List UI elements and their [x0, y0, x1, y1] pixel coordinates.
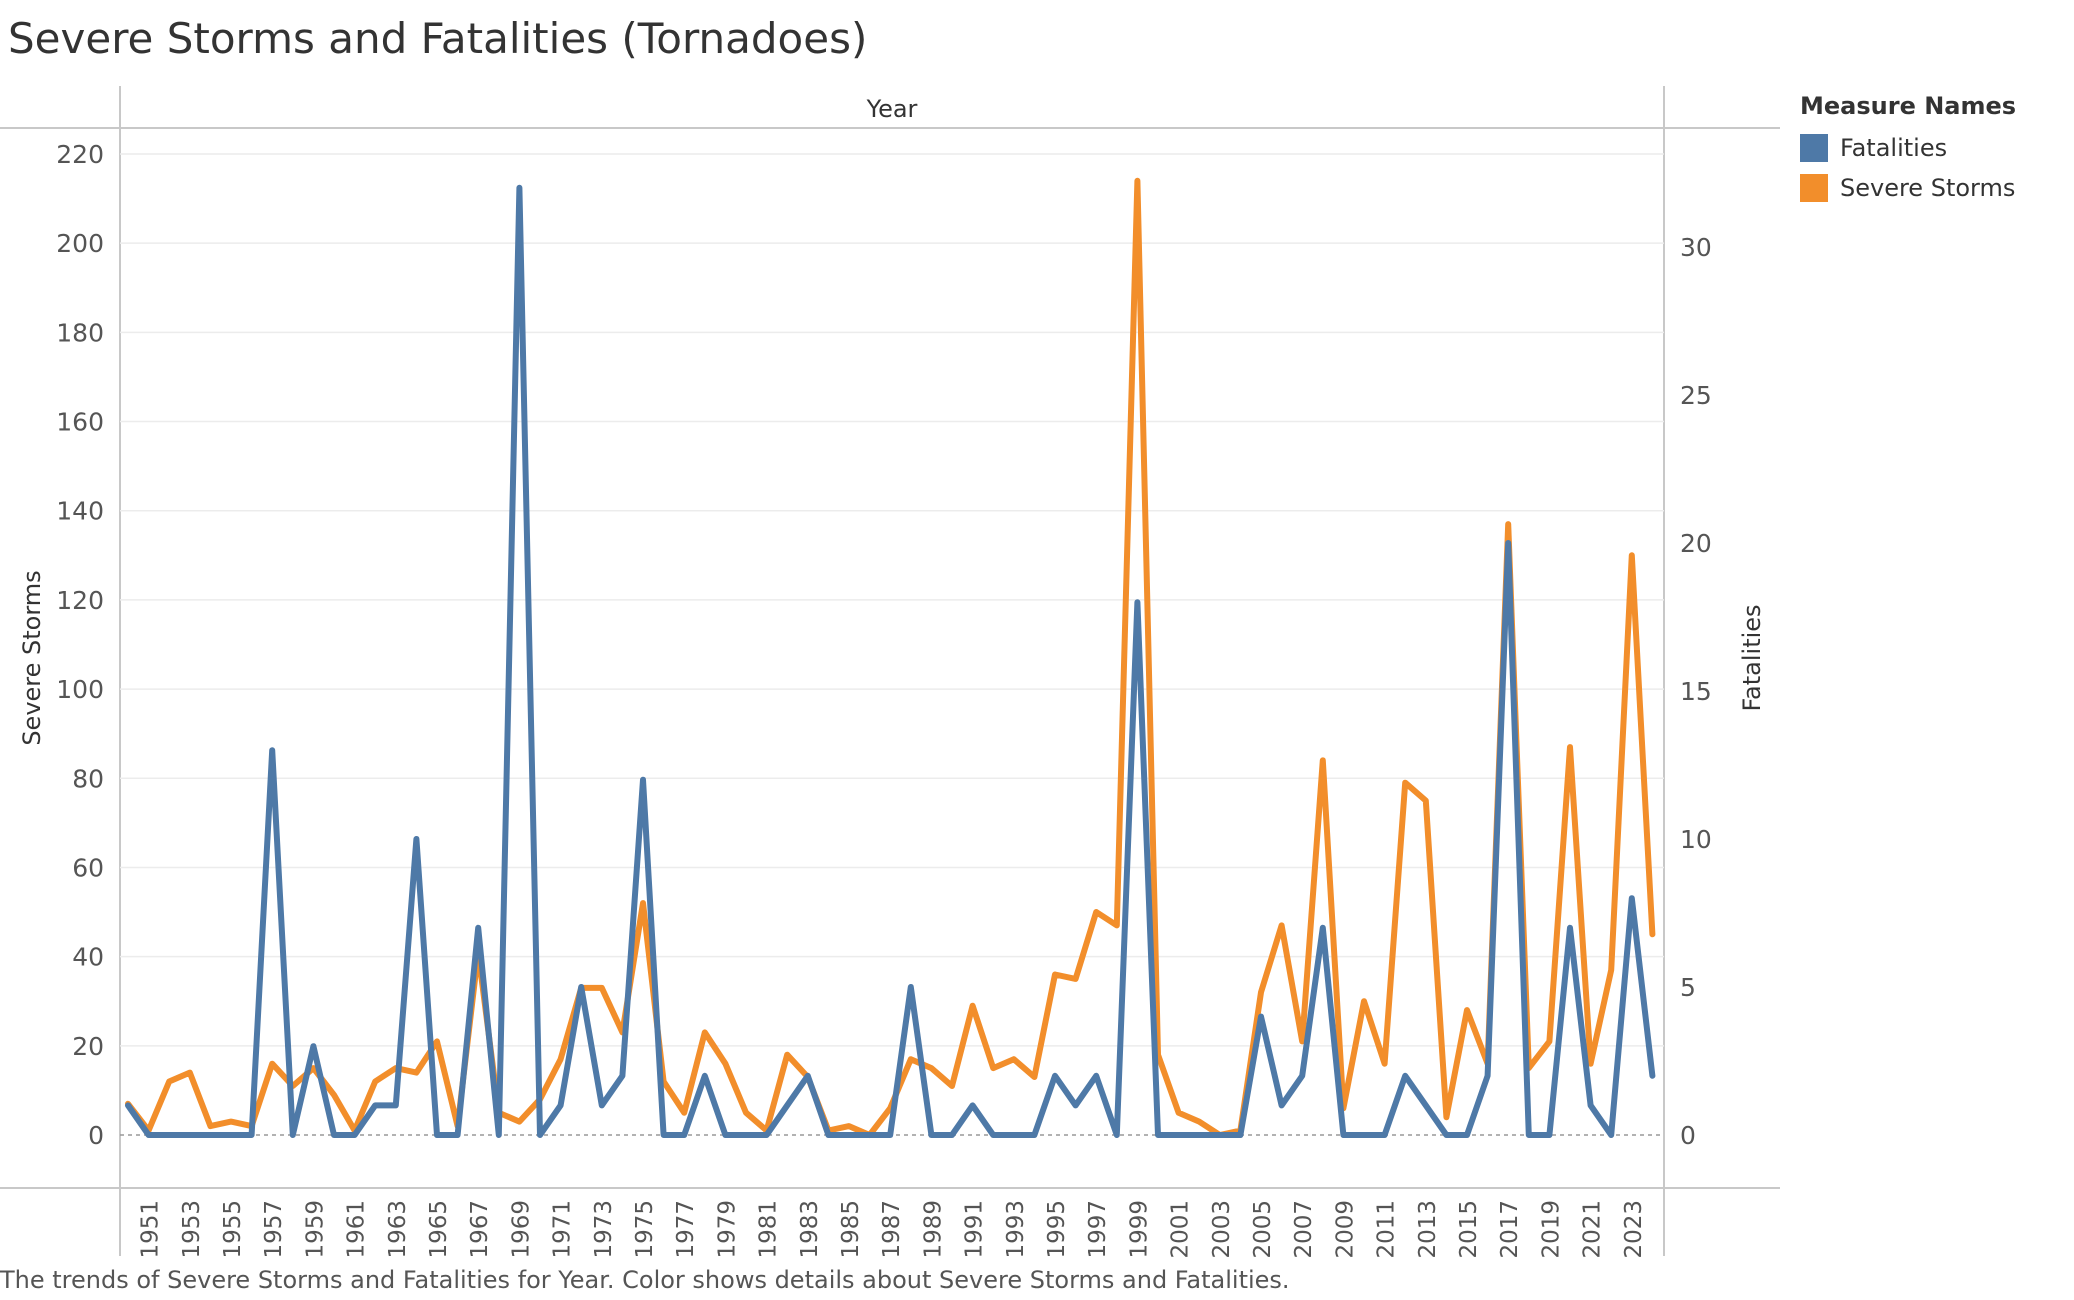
- x-tick-label: 2015: [1456, 1200, 1482, 1259]
- x-tick-label: 1997: [1085, 1200, 1111, 1259]
- left-axis-tick-label: 200: [56, 229, 104, 258]
- left-axis-tick-label: 40: [72, 943, 104, 972]
- x-tick-label: 2001: [1168, 1200, 1194, 1259]
- x-tick-label: 1961: [344, 1200, 370, 1259]
- legend-swatch-severe-storms: [1800, 174, 1828, 202]
- series-line-severe-storms: [125, 177, 1656, 1138]
- x-tick-label: 2021: [1580, 1200, 1606, 1259]
- right-axis-tick-label: 10: [1680, 825, 1712, 854]
- right-axis-tick-label: 15: [1680, 677, 1712, 706]
- right-axis-tick-label: 0: [1680, 1121, 1696, 1150]
- left-axis-tick-label: 100: [56, 675, 104, 704]
- x-tick-label: 2005: [1250, 1200, 1276, 1259]
- legend-title: Measure Names: [1800, 92, 2017, 120]
- x-tick-label: 1991: [962, 1200, 988, 1259]
- legend-label-fatalities: Fatalities: [1840, 134, 1948, 162]
- right-axis-tick-label: 20: [1680, 529, 1712, 558]
- chart-caption: The trends of Severe Storms and Fataliti…: [0, 1266, 1290, 1294]
- column-header-year: Year: [866, 95, 918, 123]
- left-axis-tick-label: 220: [56, 140, 104, 169]
- legend-item-fatalities[interactable]: Fatalities: [1800, 128, 2016, 168]
- x-tick-label: 1981: [756, 1200, 782, 1259]
- x-tick-label: 1953: [179, 1200, 205, 1259]
- x-tick-label: 1989: [920, 1200, 946, 1259]
- x-tick-label: 2007: [1291, 1200, 1317, 1259]
- x-tick-label: 1995: [1044, 1200, 1070, 1259]
- left-axis-tick-label: 120: [56, 586, 104, 615]
- x-tick-label: 1987: [879, 1200, 905, 1259]
- right-axis-tick-label: 30: [1680, 233, 1712, 262]
- x-tick-label: 2013: [1415, 1200, 1441, 1259]
- legend: Measure Names Fatalities Severe Storms: [1800, 92, 2016, 208]
- x-tick-label: 1979: [714, 1200, 740, 1259]
- legend-swatch-fatalities: [1800, 134, 1828, 162]
- x-tick-label: 2009: [1332, 1200, 1358, 1259]
- chart-title: Severe Storms and Fatalities (Tornadoes): [8, 14, 868, 63]
- left-axis-tick-label: 80: [72, 764, 104, 793]
- x-tick-label: 1985: [838, 1200, 864, 1259]
- series-line-fatalities: [125, 184, 1656, 1138]
- left-axis-tick-label: 160: [56, 408, 104, 437]
- x-tick-label: 1977: [673, 1200, 699, 1259]
- right-axis-tick-label: 25: [1680, 381, 1712, 410]
- x-tick-label: 1959: [302, 1200, 328, 1259]
- x-tick-label: 1999: [1126, 1200, 1152, 1259]
- x-tick-label: 2023: [1621, 1200, 1647, 1259]
- x-tick-label: 1969: [508, 1200, 534, 1259]
- x-tick-label: 1957: [261, 1200, 287, 1259]
- left-axis-tick-label: 60: [72, 853, 104, 882]
- right-axis-tick-label: 5: [1680, 973, 1696, 1002]
- x-tick-label: 1965: [426, 1200, 452, 1259]
- left-axis-title: Severe Storms: [18, 570, 46, 745]
- x-tick-label: 1955: [220, 1200, 246, 1259]
- left-axis-tick-label: 0: [88, 1121, 104, 1150]
- x-tick-label: 1967: [467, 1200, 493, 1259]
- left-axis-tick-label: 140: [56, 497, 104, 526]
- x-tick-label: 1973: [591, 1200, 617, 1259]
- right-axis-title: Fatalities: [1738, 604, 1766, 711]
- legend-label-severe-storms: Severe Storms: [1840, 174, 2016, 202]
- x-tick-label: 2019: [1538, 1200, 1564, 1259]
- x-tick-label: 2011: [1374, 1200, 1400, 1259]
- x-tick-label: 1983: [797, 1200, 823, 1259]
- left-axis-tick-label: 20: [72, 1032, 104, 1061]
- x-tick-label: 2003: [1209, 1200, 1235, 1259]
- x-tick-label: 1963: [385, 1200, 411, 1259]
- x-tick-label: 1971: [550, 1200, 576, 1259]
- legend-item-severe-storms[interactable]: Severe Storms: [1800, 168, 2016, 208]
- x-tick-label: 2017: [1497, 1200, 1523, 1259]
- x-tick-label: 1975: [632, 1200, 658, 1259]
- x-tick-label: 1951: [138, 1200, 164, 1259]
- left-axis-tick-label: 180: [56, 318, 104, 347]
- x-tick-label: 1993: [1003, 1200, 1029, 1259]
